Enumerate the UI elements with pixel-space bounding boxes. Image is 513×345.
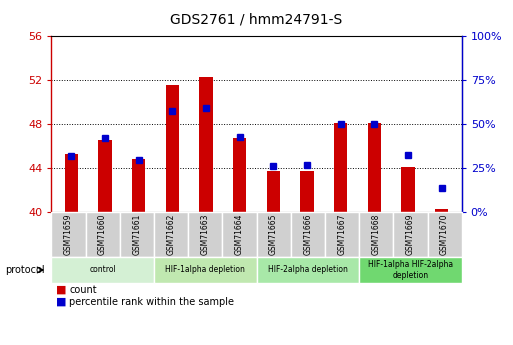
Text: GSM71665: GSM71665: [269, 214, 278, 255]
Text: GSM71660: GSM71660: [98, 214, 107, 255]
Bar: [334, 123, 347, 212]
Text: GSM71662: GSM71662: [167, 214, 175, 255]
Text: GSM71661: GSM71661: [132, 214, 141, 255]
Text: protocol: protocol: [5, 265, 45, 275]
Text: GSM71668: GSM71668: [372, 214, 381, 255]
Text: HIF-1alpha HIF-2alpha
depletion: HIF-1alpha HIF-2alpha depletion: [368, 260, 453, 280]
Bar: [200, 77, 213, 212]
Text: count: count: [69, 285, 97, 295]
Bar: [98, 140, 112, 212]
Text: HIF-1alpha depletion: HIF-1alpha depletion: [165, 265, 245, 275]
Text: GSM71666: GSM71666: [303, 214, 312, 255]
Text: GSM71659: GSM71659: [64, 214, 73, 255]
Text: HIF-2alpha depletion: HIF-2alpha depletion: [268, 265, 348, 275]
Text: GDS2761 / hmm24791-S: GDS2761 / hmm24791-S: [170, 12, 343, 26]
Text: GSM71667: GSM71667: [338, 214, 346, 255]
Text: percentile rank within the sample: percentile rank within the sample: [69, 297, 234, 307]
Bar: [166, 85, 179, 212]
Text: GSM71669: GSM71669: [406, 214, 415, 255]
Text: GSM71664: GSM71664: [235, 214, 244, 255]
Bar: [233, 138, 246, 212]
Bar: [267, 171, 280, 212]
Text: ■: ■: [56, 285, 67, 295]
Text: control: control: [89, 265, 116, 275]
Bar: [401, 167, 415, 212]
Bar: [65, 154, 78, 212]
Text: GSM71663: GSM71663: [201, 214, 210, 255]
Bar: [435, 209, 448, 212]
Bar: [300, 171, 313, 212]
Bar: [367, 123, 381, 212]
Text: ■: ■: [56, 297, 67, 307]
Bar: [132, 159, 146, 212]
Text: GSM71670: GSM71670: [440, 214, 449, 255]
